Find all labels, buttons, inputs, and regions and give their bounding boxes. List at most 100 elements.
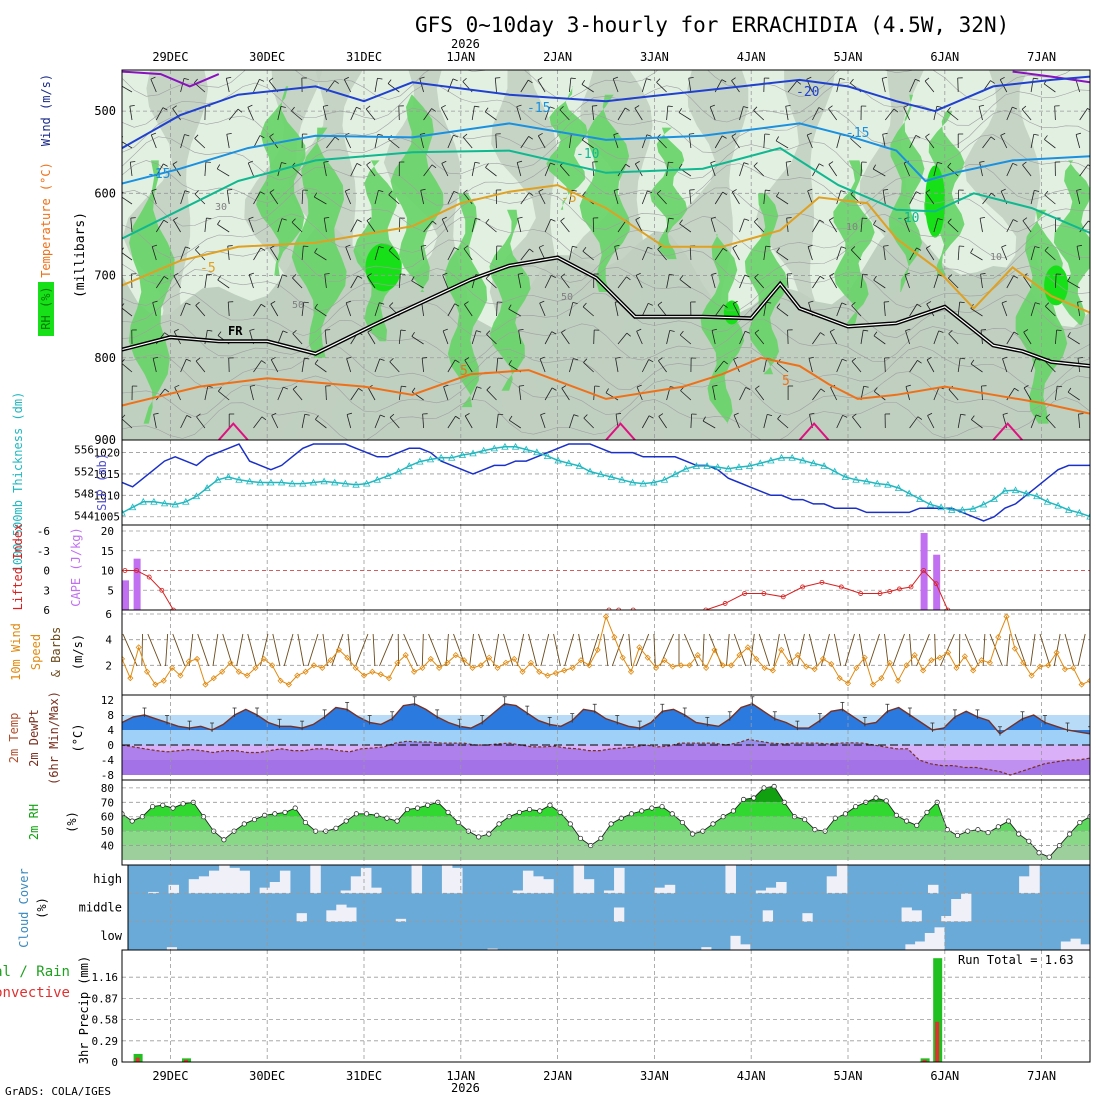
wind-barb-10m <box>884 633 889 667</box>
wind-barb-upper <box>326 136 336 149</box>
wind-barb-upper <box>763 302 767 317</box>
thickness-point <box>214 475 222 483</box>
wind-barb-upper <box>666 106 669 121</box>
wind-barb-upper <box>1022 276 1032 289</box>
wind-barb-flag <box>464 357 470 361</box>
wind-speed-point <box>811 666 818 673</box>
wind-barb-flag <box>366 217 372 221</box>
rh-point <box>954 832 961 839</box>
wind-barb-upper <box>786 274 789 289</box>
li-point <box>171 607 176 610</box>
date-tick-label-bottom: 4JAN <box>737 1069 766 1083</box>
thickness-point <box>820 462 828 469</box>
wind-barb-flag <box>314 359 319 365</box>
wind-barb-flag <box>485 274 490 279</box>
slp-thickness-panel: 544 548 552 556 1005 1010 1015 1020 1000-500mb T… <box>11 392 1091 572</box>
run-total-label: Run Total = 1.63 <box>958 953 1074 967</box>
wind-barb-upper <box>292 389 303 401</box>
wind-barb-10m <box>808 633 818 667</box>
wind-barb-flag <box>282 274 288 277</box>
wind-barb-upper <box>634 107 643 121</box>
cape-tick-label: 20 <box>101 525 114 538</box>
slp-tick-label: 1015 <box>94 468 121 481</box>
wind-barb-upper <box>314 307 327 317</box>
wind-barb-flag <box>572 245 578 248</box>
wind-barb-10m <box>1014 633 1027 667</box>
wind-speed-point <box>202 681 209 688</box>
wind-barb-flag <box>508 415 513 421</box>
wind-ylabel-3: & Barbs <box>49 627 63 678</box>
wind-speed-point <box>185 658 192 665</box>
temp-ylabel-2: 2m DewPt <box>27 709 41 767</box>
wind-barb-upper <box>1023 331 1032 345</box>
wind-barb-flag <box>356 163 362 166</box>
wind-barb-upper <box>569 302 574 317</box>
cloud-cell-high <box>573 865 585 894</box>
thickness-point <box>1011 486 1020 494</box>
pressure-tick-label: 500 <box>94 104 116 118</box>
wind-barb-upper <box>947 110 959 121</box>
wind-barb-upper <box>776 251 789 261</box>
wind-barb-flag <box>226 76 232 79</box>
wind-barb-flag <box>732 244 738 249</box>
wind-speed-point <box>819 655 827 662</box>
cloud-cell-high <box>614 867 625 894</box>
wind-barb-upper <box>1075 134 1081 149</box>
wind-barb-flag <box>453 190 459 194</box>
wind-barb-upper <box>617 220 627 233</box>
rh-green-streak <box>833 160 875 325</box>
thickness-point <box>724 464 733 472</box>
temp-contour-line <box>122 184 1090 314</box>
cloud-cell-high <box>755 890 767 894</box>
wind-barb-upper <box>471 218 476 233</box>
rh-point <box>414 805 421 811</box>
wind-barb-flag <box>194 190 199 195</box>
li-point <box>858 591 864 596</box>
wind-barb-flag <box>186 358 192 362</box>
wind-speed-point <box>895 677 902 684</box>
wind-barb-upper <box>970 363 983 373</box>
wind-barb-upper <box>486 333 497 345</box>
wind-barb-10m <box>603 633 609 667</box>
thickness-point <box>1075 508 1084 516</box>
wind-barb-upper <box>277 218 283 233</box>
wind-barb-upper <box>1022 164 1032 177</box>
wind-barb-flag <box>582 247 587 252</box>
wind-barb-upper <box>641 303 649 317</box>
wind-barb-flag <box>842 414 848 418</box>
wind-barb-upper <box>389 361 400 373</box>
wind-speed-point <box>1061 666 1069 673</box>
wind-barb-flag <box>486 330 491 335</box>
wind-barb-flag <box>551 275 556 278</box>
li-point <box>921 568 926 573</box>
wind-barb-10m <box>916 633 930 667</box>
ylabel-rh: RH (%) <box>39 286 53 329</box>
wind-barb-upper <box>641 190 648 205</box>
wind-barb-10m <box>628 633 633 667</box>
cloud-cell-high <box>340 890 352 894</box>
wind-barb-upper <box>269 192 279 205</box>
wind-barb-upper <box>1030 302 1036 317</box>
wind-barb-upper <box>270 359 279 373</box>
wind-barb-flag <box>537 77 543 81</box>
rh-point <box>445 809 451 815</box>
wind-barb-flag <box>261 360 266 364</box>
wind-barb-upper <box>982 192 992 205</box>
rh-point <box>577 835 584 841</box>
wind-speed-point <box>411 668 418 675</box>
wind-barb-flag <box>862 273 868 276</box>
wind-barb-flag <box>721 79 727 83</box>
wind-speed-point <box>469 664 476 671</box>
wind-barb-flag <box>476 386 482 389</box>
temp-tick-label: 0 <box>107 739 114 752</box>
wind-barb-flag <box>927 412 933 416</box>
wind-barb-upper <box>518 330 522 345</box>
wind-barb-upper <box>1002 358 1008 373</box>
wind-barb-flag <box>485 218 490 224</box>
rh-point <box>567 821 573 827</box>
date-tick-label-top: 2JAN <box>543 50 572 64</box>
wind-barb-upper <box>763 414 768 429</box>
li-point <box>819 579 825 585</box>
wind-barb-10m <box>322 633 328 667</box>
li-point <box>945 607 951 610</box>
